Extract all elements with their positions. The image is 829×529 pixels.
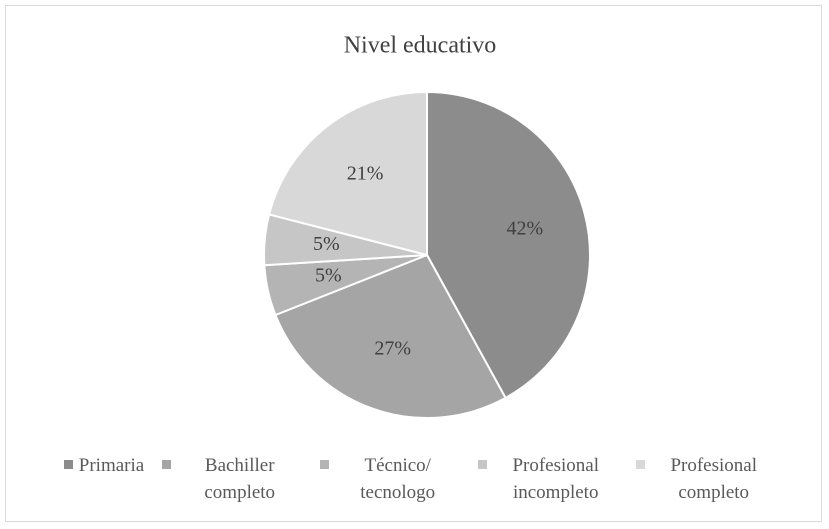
data-label: 27% xyxy=(374,338,411,360)
data-label: 42% xyxy=(507,217,544,239)
legend-item: Bachiller completo xyxy=(162,452,302,506)
legend-label: Profesional incompleto xyxy=(512,455,599,503)
legend-swatch xyxy=(162,460,172,469)
legend-label: Profesional completo xyxy=(670,455,757,503)
legend-swatch xyxy=(63,460,73,469)
legend: Primaria Bachiller completo Técnico/ tecno… xyxy=(40,452,800,506)
data-label: 5% xyxy=(315,265,342,287)
legend-item: Profesional completo xyxy=(636,452,776,506)
legend-item: Técnico/ tecnologo xyxy=(320,452,460,506)
data-label: 5% xyxy=(313,233,340,255)
legend-swatch xyxy=(636,460,646,469)
chart-frame xyxy=(5,5,822,522)
pie-slice xyxy=(267,90,428,257)
chart-title: Nivel educativo xyxy=(344,33,497,59)
legend-swatch xyxy=(320,460,330,469)
legend-item: Profesional incompleto xyxy=(478,452,618,506)
legend-label: Bachiller completo xyxy=(204,455,276,503)
legend-item: Primaria xyxy=(63,452,145,506)
data-label: 21% xyxy=(347,163,384,185)
legend-swatch xyxy=(478,460,488,469)
legend-label: Técnico/ tecnologo xyxy=(360,455,436,503)
legend-label: Primaria xyxy=(78,455,145,476)
pie-slice xyxy=(274,253,507,419)
pie-slice xyxy=(426,90,591,400)
